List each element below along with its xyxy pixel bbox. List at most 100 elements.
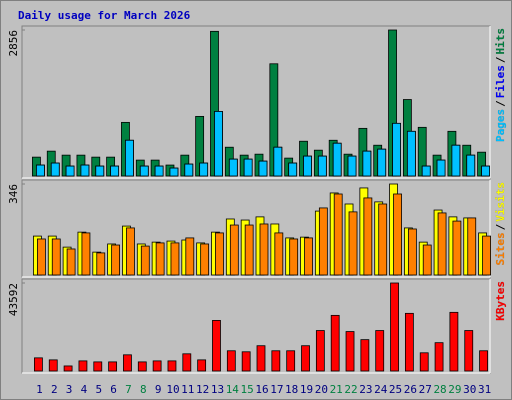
- bar: [437, 212, 447, 276]
- bar: [258, 160, 268, 177]
- x-tick-label: 19: [300, 383, 313, 396]
- y-tick-label: 346: [7, 184, 20, 204]
- x-tick-label: 3: [66, 383, 73, 396]
- bar: [256, 345, 266, 372]
- bar: [110, 165, 120, 177]
- bar: [482, 235, 491, 276]
- bar: [63, 365, 73, 372]
- bar: [241, 351, 251, 372]
- bar: [436, 159, 446, 177]
- x-tick-label: 24: [374, 383, 388, 396]
- bar: [452, 220, 462, 276]
- bar: [125, 139, 134, 177]
- bar: [78, 360, 88, 372]
- bar: [289, 238, 299, 276]
- bar: [95, 165, 105, 177]
- bar: [466, 154, 476, 177]
- x-tick-label: 16: [255, 383, 268, 396]
- bar: [363, 197, 373, 276]
- legend: Pages/Files/Hits: [494, 28, 507, 142]
- bar: [332, 142, 342, 177]
- bar: [50, 162, 60, 177]
- x-tick-label: 6: [110, 383, 117, 396]
- bar: [244, 224, 254, 276]
- bar: [304, 237, 313, 276]
- bar: [243, 158, 253, 177]
- bar: [333, 193, 343, 276]
- bar: [185, 237, 195, 276]
- bar: [273, 146, 283, 177]
- x-tick-label: 15: [241, 383, 254, 396]
- x-tick-label: 10: [166, 383, 179, 396]
- x-tick-label: 5: [95, 383, 102, 396]
- legend-label: Hits: [494, 28, 507, 55]
- bar: [467, 217, 477, 276]
- bar: [80, 164, 90, 177]
- bar: [318, 207, 328, 276]
- bar: [362, 150, 372, 177]
- bar: [407, 228, 417, 276]
- legend-label: Pages: [494, 109, 507, 142]
- bar: [154, 165, 164, 177]
- x-tick-label: 14: [226, 383, 240, 396]
- bar: [303, 155, 312, 177]
- x-tick-label: 21: [330, 383, 343, 396]
- bar: [126, 227, 135, 276]
- bar: [214, 111, 223, 177]
- legend-label: Visits: [494, 182, 507, 222]
- legend-label: KBytes: [494, 281, 507, 321]
- bar: [169, 167, 179, 177]
- bar: [123, 354, 132, 372]
- bar: [228, 158, 238, 177]
- bar: [288, 162, 298, 177]
- x-tick-label: 27: [419, 383, 432, 396]
- bar: [36, 164, 45, 177]
- x-tick-label: 12: [196, 383, 209, 396]
- bar: [315, 330, 325, 372]
- bar: [34, 357, 43, 372]
- bar: [317, 155, 327, 177]
- bar: [140, 245, 150, 276]
- bar: [200, 243, 210, 276]
- bar: [390, 282, 399, 372]
- bar: [137, 361, 147, 372]
- x-tick-label: 28: [433, 383, 446, 396]
- x-tick-label: 11: [181, 383, 194, 396]
- bar: [274, 232, 284, 276]
- bar: [51, 238, 61, 276]
- bar: [48, 359, 58, 372]
- bar: [152, 360, 162, 372]
- bar: [108, 361, 118, 372]
- bar: [226, 350, 236, 372]
- bar: [184, 163, 194, 177]
- bar: [479, 350, 488, 372]
- bar: [212, 320, 221, 372]
- bar: [197, 359, 207, 372]
- x-tick-label: 22: [344, 383, 357, 396]
- bar: [96, 252, 106, 276]
- y-tick-label: 2856: [7, 30, 20, 57]
- bar: [481, 165, 490, 177]
- plot-area: [21, 278, 491, 374]
- bar: [449, 311, 459, 372]
- bar: [155, 242, 165, 276]
- bar: [170, 242, 180, 276]
- bar: [199, 162, 209, 177]
- x-tick-label: 1: [36, 383, 43, 396]
- bar: [259, 223, 269, 276]
- bar: [464, 330, 474, 372]
- bar: [330, 314, 340, 372]
- y-tick-label: 43592: [7, 283, 20, 316]
- bar: [229, 224, 239, 276]
- bar: [360, 339, 370, 372]
- bar: [271, 350, 281, 372]
- x-tick-label: 30: [463, 383, 476, 396]
- bar: [81, 232, 91, 276]
- bar: [375, 330, 385, 372]
- bar: [419, 352, 429, 372]
- legend-label: Files: [494, 65, 507, 98]
- bar: [345, 331, 355, 372]
- bar: [215, 232, 224, 276]
- x-tick-label: 13: [211, 383, 224, 396]
- x-tick-label: 17: [270, 383, 283, 396]
